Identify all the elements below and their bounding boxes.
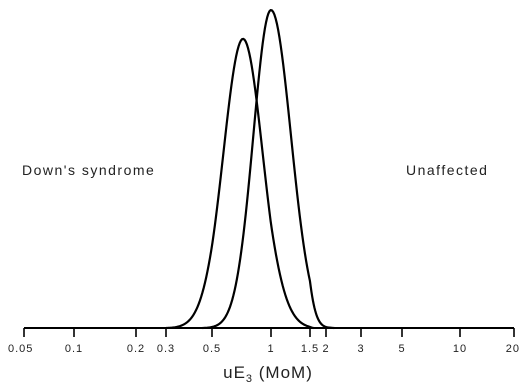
x-axis-title-subscript: 3	[246, 373, 253, 385]
x-tick-label-7: 2	[322, 343, 329, 355]
x-tick-label-11: 20	[506, 343, 520, 355]
x-tick-label-1: 0.1	[65, 343, 83, 355]
x-axis-ticks: 0.05 0.1 0.2 0.3 0.5 1 1.5 2 3 5 10 20	[8, 328, 520, 355]
x-axis-title: uE3 (MoM)	[223, 363, 313, 385]
curves	[165, 8, 335, 330]
x-tick-label-6: 1.5	[301, 343, 319, 355]
series-curve-downs	[165, 37, 314, 330]
x-axis-title-main: uE	[223, 363, 246, 382]
x-tick-label-5: 1	[267, 343, 274, 355]
series-label-unaffected: Unaffected	[406, 162, 488, 178]
x-tick-label-10: 10	[453, 343, 467, 355]
x-tick-label-3: 0.3	[157, 343, 175, 355]
x-tick-label-8: 3	[357, 343, 364, 355]
series-label-downs: Down's syndrome	[22, 162, 155, 178]
x-tick-label-2: 0.2	[127, 343, 145, 355]
x-tick-label-9: 5	[398, 343, 405, 355]
series-curve-unaffected	[202, 8, 335, 330]
x-tick-label-0: 0.05	[8, 343, 33, 355]
x-tick-label-4: 0.5	[203, 343, 221, 355]
x-axis-title-unit: (MoM)	[253, 363, 313, 382]
